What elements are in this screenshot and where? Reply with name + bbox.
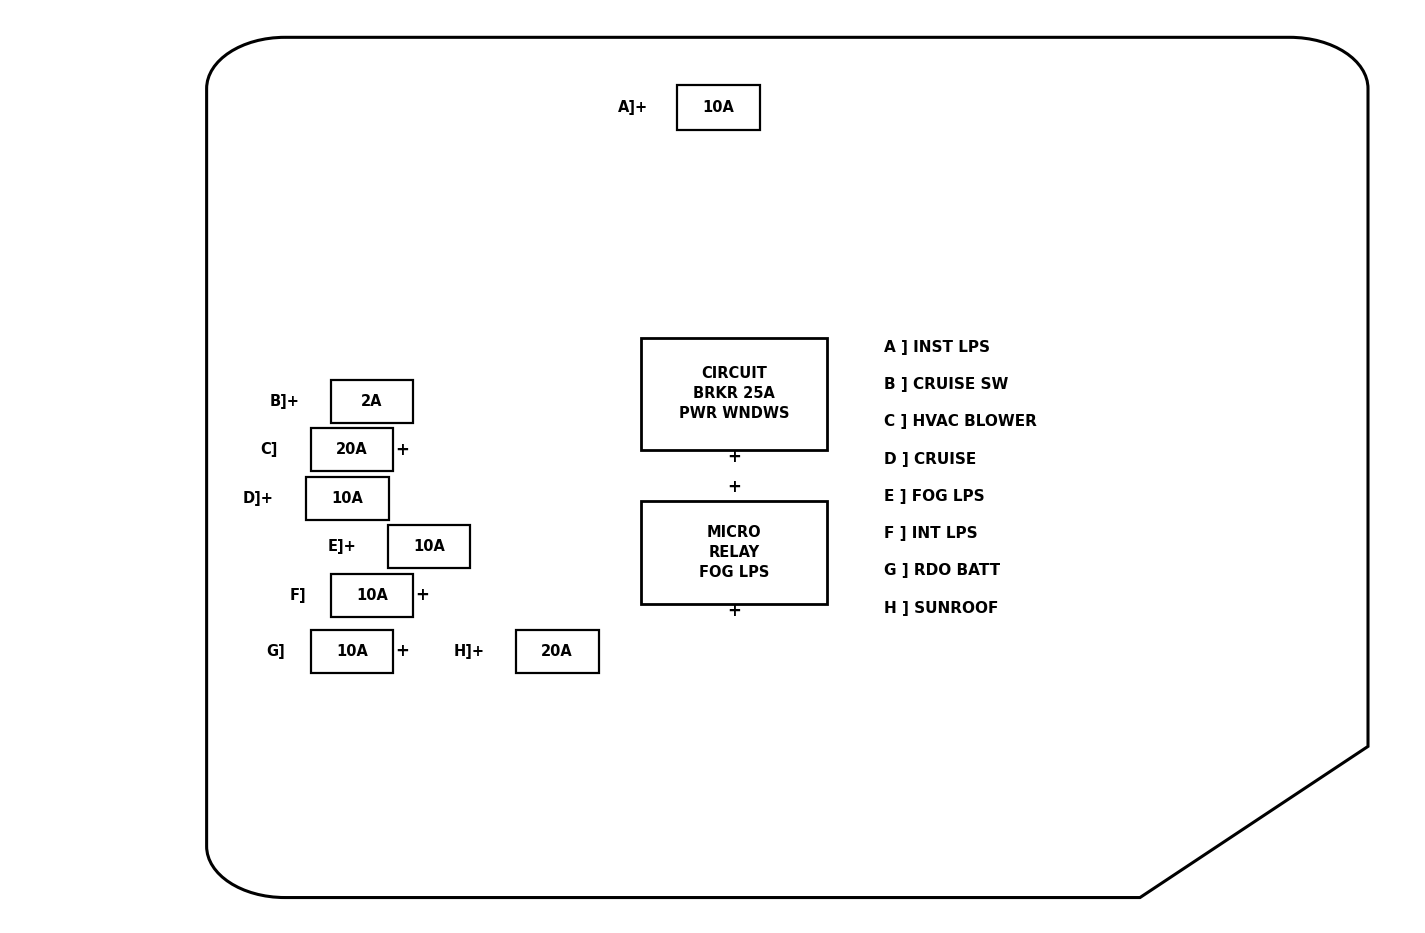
Text: 10A: 10A [332, 491, 363, 506]
Bar [331, 380, 413, 423]
Text: 10A: 10A [703, 100, 734, 115]
Text: CIRCUIT
BRKR 25A
PWR WNDWS: CIRCUIT BRKR 25A PWR WNDWS [678, 367, 789, 421]
Text: 2A: 2A [361, 394, 383, 409]
Text: +: + [415, 586, 429, 605]
Bar [311, 428, 393, 471]
Text: F ] INT LPS: F ] INT LPS [884, 526, 978, 541]
Text: C ] HVAC BLOWER: C ] HVAC BLOWER [884, 414, 1036, 429]
Text: 10A: 10A [413, 539, 445, 554]
PathPatch shape [207, 37, 1368, 898]
Bar [331, 574, 413, 617]
Bar [311, 630, 393, 673]
Text: A]+: A]+ [618, 100, 648, 115]
Text: +: + [727, 478, 741, 496]
Text: +: + [727, 448, 741, 466]
Bar [516, 630, 598, 673]
Text: D ] CRUISE: D ] CRUISE [884, 452, 976, 466]
Text: B ] CRUISE SW: B ] CRUISE SW [884, 377, 1007, 392]
Text: +: + [395, 440, 409, 459]
Text: F]: F] [289, 588, 306, 603]
Bar [306, 477, 389, 520]
Text: G ] RDO BATT: G ] RDO BATT [884, 564, 999, 578]
Text: 20A: 20A [336, 442, 368, 457]
Text: G]: G] [266, 644, 285, 659]
Bar [641, 338, 826, 450]
Text: E]+: E]+ [328, 539, 356, 554]
Bar [641, 501, 826, 604]
Text: B]+: B]+ [269, 394, 299, 409]
Text: 10A: 10A [336, 644, 368, 659]
Bar [677, 85, 760, 130]
Text: 20A: 20A [542, 644, 573, 659]
Text: D]+: D]+ [242, 491, 274, 506]
Bar [388, 525, 470, 568]
Text: +: + [727, 602, 741, 620]
Text: C]: C] [261, 442, 278, 457]
Text: H ] SUNROOF: H ] SUNROOF [884, 601, 998, 616]
Text: 10A: 10A [356, 588, 388, 603]
Text: MICRO
RELAY
FOG LPS: MICRO RELAY FOG LPS [698, 525, 770, 579]
Text: A ] INST LPS: A ] INST LPS [884, 340, 989, 355]
Text: +: + [395, 642, 409, 661]
Text: E ] FOG LPS: E ] FOG LPS [884, 489, 985, 504]
Text: H]+: H]+ [453, 644, 485, 659]
